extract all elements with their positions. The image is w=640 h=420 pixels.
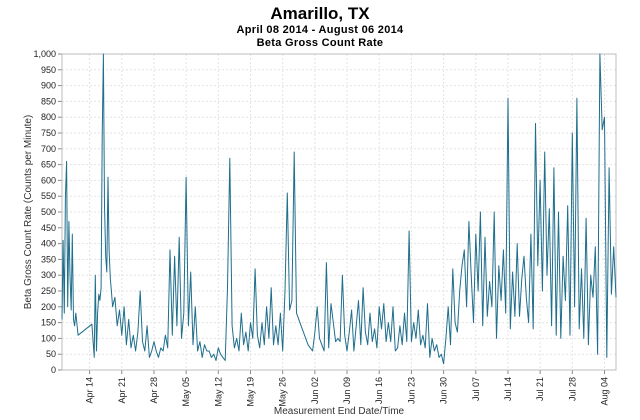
y-tick-label: 850: [41, 96, 56, 106]
y-tick-label: 1,000: [33, 49, 56, 59]
plot-area: [61, 53, 617, 371]
y-tick-label: 150: [41, 318, 56, 328]
y-axis-label: Beta Gross Count Rate (Counts per Minute…: [23, 115, 34, 310]
chart-title: Amarillo, TX: [270, 4, 370, 23]
y-tick-label: 400: [41, 239, 56, 249]
y-tick-label: 900: [41, 81, 56, 91]
y-tick-label: 250: [41, 286, 56, 296]
y-tick-label: 800: [41, 112, 56, 122]
series-line: [61, 53, 617, 365]
x-tick-label: Jul 21: [535, 377, 545, 401]
y-tick-label: 550: [41, 191, 56, 201]
y-tick-label: 50: [46, 349, 56, 359]
x-tick-label: May 26: [278, 377, 288, 407]
y-tick-label: 700: [41, 144, 56, 154]
x-tick-label: Jun 23: [406, 377, 416, 404]
y-tick-label: 100: [41, 333, 56, 343]
y-tick-label: 600: [41, 175, 56, 185]
y-axis-ticks: 0 50 100 150 200 250 300 350 400 450 500 550 600 650 7…: [33, 49, 62, 375]
x-tick-label: Jul 14: [503, 377, 513, 401]
x-tick-label: Apr 28: [149, 377, 159, 404]
y-tick-label: 450: [41, 223, 56, 233]
x-tick-label: Aug 04: [600, 377, 610, 406]
chart-subtitle-2: Beta Gross Count Rate: [256, 37, 384, 49]
x-tick-label: Apr 14: [85, 377, 95, 404]
x-tick-label: Jun 30: [439, 377, 449, 404]
x-tick-label: May 12: [213, 377, 223, 407]
x-axis-label: Measurement End Date/Time: [274, 406, 405, 417]
y-tick-label: 950: [41, 65, 56, 75]
x-axis-ticks: Apr 14 Apr 21 Apr 28 May 05 May 12 May 19 May …: [85, 370, 610, 407]
x-tick-label: Jun 09: [342, 377, 352, 404]
x-tick-label: Jul 07: [471, 377, 481, 401]
y-tick-label: 200: [41, 302, 56, 312]
x-tick-label: Jun 02: [310, 377, 320, 404]
y-tick-label: 350: [41, 254, 56, 264]
y-tick-label: 500: [41, 207, 56, 217]
chart-titles: Amarillo, TX April 08 2014 - August 06 2…: [0, 0, 640, 50]
y-tick-label: 650: [41, 160, 56, 170]
x-tick-label: May 19: [245, 377, 255, 407]
x-tick-label: Jun 16: [374, 377, 384, 404]
x-tick-label: Jul 28: [567, 377, 577, 401]
chart-subtitle: April 08 2014 - August 06 2014: [236, 24, 404, 36]
y-tick-label: 300: [41, 270, 56, 280]
y-tick-label: 0: [51, 365, 56, 375]
x-tick-label: Apr 21: [117, 377, 127, 404]
y-tick-label: 750: [41, 128, 56, 138]
x-tick-label: May 05: [181, 377, 191, 407]
